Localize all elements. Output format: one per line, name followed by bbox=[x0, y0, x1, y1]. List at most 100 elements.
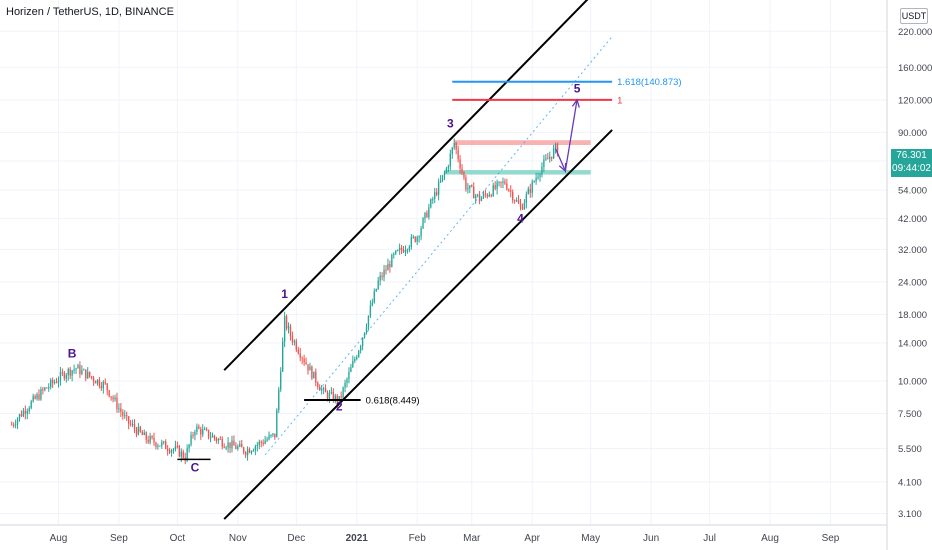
candle-body bbox=[122, 412, 124, 416]
candle-body bbox=[209, 437, 212, 439]
candle-body bbox=[165, 441, 167, 450]
candle-body bbox=[320, 389, 323, 391]
y-tick-label: 160.000 bbox=[898, 63, 932, 74]
candle-body bbox=[389, 264, 391, 268]
candle-body bbox=[190, 434, 192, 445]
countdown-timer: 09:44:02 bbox=[892, 163, 931, 174]
candle-body bbox=[114, 397, 116, 400]
candle-body bbox=[38, 394, 40, 400]
candle-body bbox=[57, 380, 60, 383]
candle-body bbox=[217, 438, 220, 441]
candle-body bbox=[552, 148, 555, 159]
candle-body bbox=[478, 194, 481, 202]
candle-body bbox=[381, 275, 383, 278]
candle-body bbox=[147, 439, 149, 443]
candle-body bbox=[309, 366, 311, 371]
x-tick-label: Aug bbox=[761, 533, 779, 544]
candle-body bbox=[166, 449, 169, 451]
candle-body bbox=[447, 166, 450, 169]
candle-body bbox=[541, 166, 543, 175]
candle-body bbox=[295, 341, 297, 350]
candle-body bbox=[12, 424, 15, 426]
candle-body bbox=[512, 191, 514, 201]
candle-body bbox=[129, 423, 132, 425]
candle-body bbox=[404, 250, 407, 253]
candle-body bbox=[350, 367, 352, 372]
candle-body bbox=[221, 439, 223, 447]
candle-body bbox=[326, 392, 329, 399]
candle-body bbox=[96, 379, 99, 384]
candle-body bbox=[371, 302, 374, 306]
candle-body bbox=[53, 381, 56, 384]
candle-body bbox=[344, 382, 346, 388]
candle-body bbox=[26, 410, 28, 414]
candle-body bbox=[59, 372, 62, 381]
candle-body bbox=[278, 389, 280, 410]
candle-body bbox=[496, 182, 498, 189]
candle-body bbox=[118, 408, 120, 410]
support-zone bbox=[444, 170, 591, 175]
candle-body bbox=[182, 451, 184, 458]
candle-body bbox=[305, 362, 307, 365]
candle-body bbox=[482, 193, 485, 198]
candle-body bbox=[34, 396, 36, 399]
candle-body bbox=[519, 203, 522, 208]
candle-body bbox=[200, 428, 202, 435]
candle-body bbox=[229, 442, 231, 449]
candle-body bbox=[303, 358, 305, 363]
candle-body bbox=[211, 435, 214, 438]
y-tick-label: 24.000 bbox=[898, 277, 927, 288]
candle-body bbox=[369, 305, 372, 316]
candle-body bbox=[61, 372, 64, 374]
candle-body bbox=[504, 181, 506, 184]
candle-body bbox=[133, 424, 136, 429]
y-tick-label: 32.000 bbox=[898, 245, 927, 256]
candle-body bbox=[301, 357, 303, 359]
candle-body bbox=[112, 397, 114, 400]
candle-body bbox=[24, 410, 27, 414]
candle-body bbox=[543, 159, 545, 167]
candle-body bbox=[367, 315, 370, 327]
candle-body bbox=[110, 396, 112, 398]
candle-body bbox=[531, 181, 533, 193]
x-tick-label: Jul bbox=[703, 533, 716, 544]
candle-body bbox=[270, 434, 272, 436]
candle-body bbox=[406, 249, 409, 251]
candle-body bbox=[375, 288, 377, 292]
candle-body bbox=[348, 371, 350, 380]
projection-arrowhead bbox=[558, 162, 567, 173]
candle-body bbox=[463, 172, 465, 178]
channel-lower-line bbox=[223, 129, 613, 520]
candle-body bbox=[556, 143, 559, 156]
candle-body bbox=[77, 365, 79, 369]
x-tick-label: 2021 bbox=[346, 533, 369, 544]
candle-body bbox=[192, 434, 194, 436]
last-price-value: 76.301 bbox=[896, 150, 927, 161]
x-tick-label: Apr bbox=[524, 533, 540, 544]
candle-body bbox=[424, 212, 426, 219]
candle-body bbox=[168, 450, 171, 453]
candle-body bbox=[395, 250, 397, 254]
candle-body bbox=[299, 353, 301, 358]
candle-body bbox=[297, 349, 299, 354]
wave-label: B bbox=[68, 347, 77, 361]
y-tick-label: 54.000 bbox=[898, 186, 927, 197]
candle-body bbox=[161, 442, 163, 446]
candle-body bbox=[202, 429, 204, 435]
candle-body bbox=[127, 416, 130, 424]
candle-body bbox=[85, 369, 87, 379]
candle-body bbox=[250, 451, 253, 453]
candle-body bbox=[16, 418, 19, 425]
currency-badge[interactable]: USDT bbox=[900, 8, 928, 24]
candle-body bbox=[443, 172, 446, 176]
candle-body bbox=[143, 432, 145, 436]
candle-body bbox=[145, 432, 147, 440]
candle-body bbox=[486, 194, 489, 197]
candle-body bbox=[120, 408, 122, 413]
wave-label: 2 bbox=[336, 400, 343, 414]
candle-body bbox=[322, 388, 325, 390]
candle-body bbox=[215, 438, 218, 441]
candle-body bbox=[174, 446, 177, 450]
candle-body bbox=[151, 436, 153, 438]
